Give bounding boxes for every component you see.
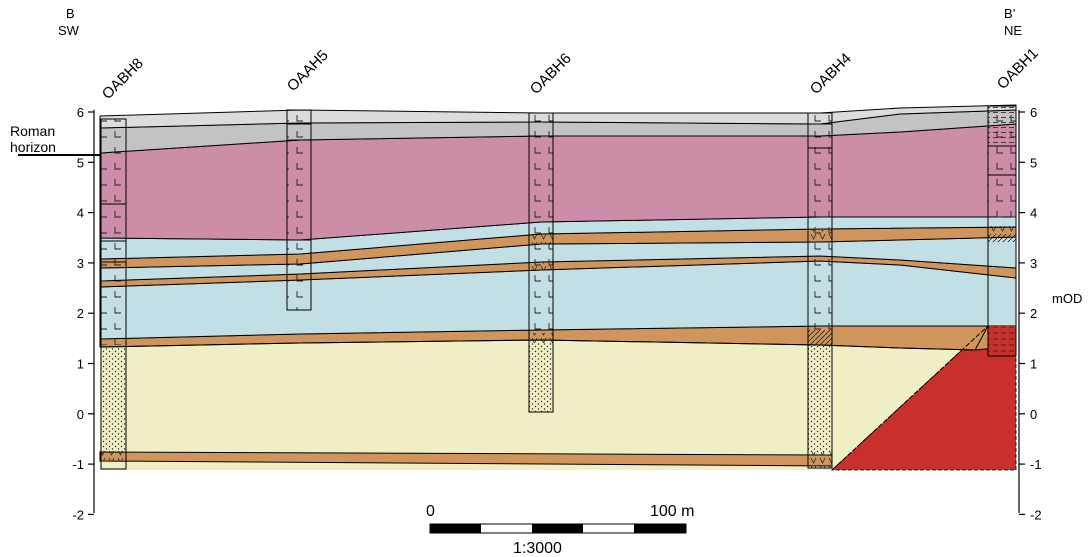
- borehole-log-oaah5: [286, 109, 312, 311]
- borehole-log-oabh8: [100, 118, 127, 470]
- left-axis-tick-label: 6: [77, 105, 84, 120]
- right-axis-tick-label: 0: [1030, 407, 1037, 422]
- borehole-label-oabh8: OABH8: [99, 55, 147, 103]
- roman-horizon-label-line1: Roman: [10, 123, 55, 139]
- scale-bar-start-label: 0: [426, 503, 435, 520]
- borehole-label-oabh1: OABH1: [994, 45, 1042, 93]
- right-axis-tick-label: 6: [1030, 105, 1037, 120]
- red-wedge-contact: [831, 325, 989, 471]
- borehole-label-oaah5: OAAH5: [284, 47, 332, 95]
- section-end-letter: B’: [1004, 6, 1016, 21]
- right-axis-tick-label: -1: [1030, 457, 1042, 472]
- strata: [99, 104, 1017, 471]
- left-axis-tick-label: 0: [77, 407, 84, 422]
- scale-bar-end-label: 100 m: [650, 503, 694, 520]
- right-axis-tick-label: 4: [1030, 206, 1037, 221]
- borehole-log-oabh4: [807, 112, 833, 469]
- borehole-label-oabh6: OABH6: [527, 50, 575, 98]
- roman-horizon-label-line2: horizon: [10, 139, 56, 155]
- left-axis-tick-label: 2: [77, 306, 84, 321]
- right-axis-tick-label: 5: [1030, 155, 1037, 170]
- right-axis-tick-label: 1: [1030, 357, 1037, 372]
- borehole-log-oabh6: [528, 112, 554, 413]
- right-axis-tick-label: 2: [1030, 306, 1037, 321]
- section-start-direction: SW: [58, 23, 80, 38]
- borehole-label-oabh4: OABH4: [807, 50, 855, 98]
- borehole-labels: OABH8 OAAH5 OABH6 OABH4 OABH1: [99, 45, 1042, 103]
- borehole-log-oabh1: [987, 105, 1017, 357]
- borehole-logs: [100, 105, 1017, 470]
- scale-ratio-label: 1:3000: [513, 540, 562, 557]
- left-axis-tick-label: 5: [77, 155, 84, 170]
- left-axis-tick-label: -1: [72, 457, 84, 472]
- left-axis-tick-label: 4: [77, 206, 84, 221]
- section-start-letter: B: [66, 6, 75, 21]
- left-axis-tick-label: 1: [77, 357, 84, 372]
- left-axis-tick-label: -2: [72, 507, 84, 522]
- right-elevation-axis: 6 5 4 3 2 1 0 -1 -2: [1018, 105, 1042, 522]
- axis-unit-label: mOD: [1052, 291, 1082, 306]
- right-axis-tick-label: 3: [1030, 256, 1037, 271]
- right-axis-tick-label: -2: [1030, 507, 1042, 522]
- left-axis-tick-label: 3: [77, 256, 84, 271]
- left-elevation-axis: 6 5 4 3 2 1 0 -1 -2: [72, 105, 95, 522]
- section-end-direction: NE: [1004, 23, 1022, 38]
- scale-bar: 0 100 m 1:3000: [426, 503, 694, 557]
